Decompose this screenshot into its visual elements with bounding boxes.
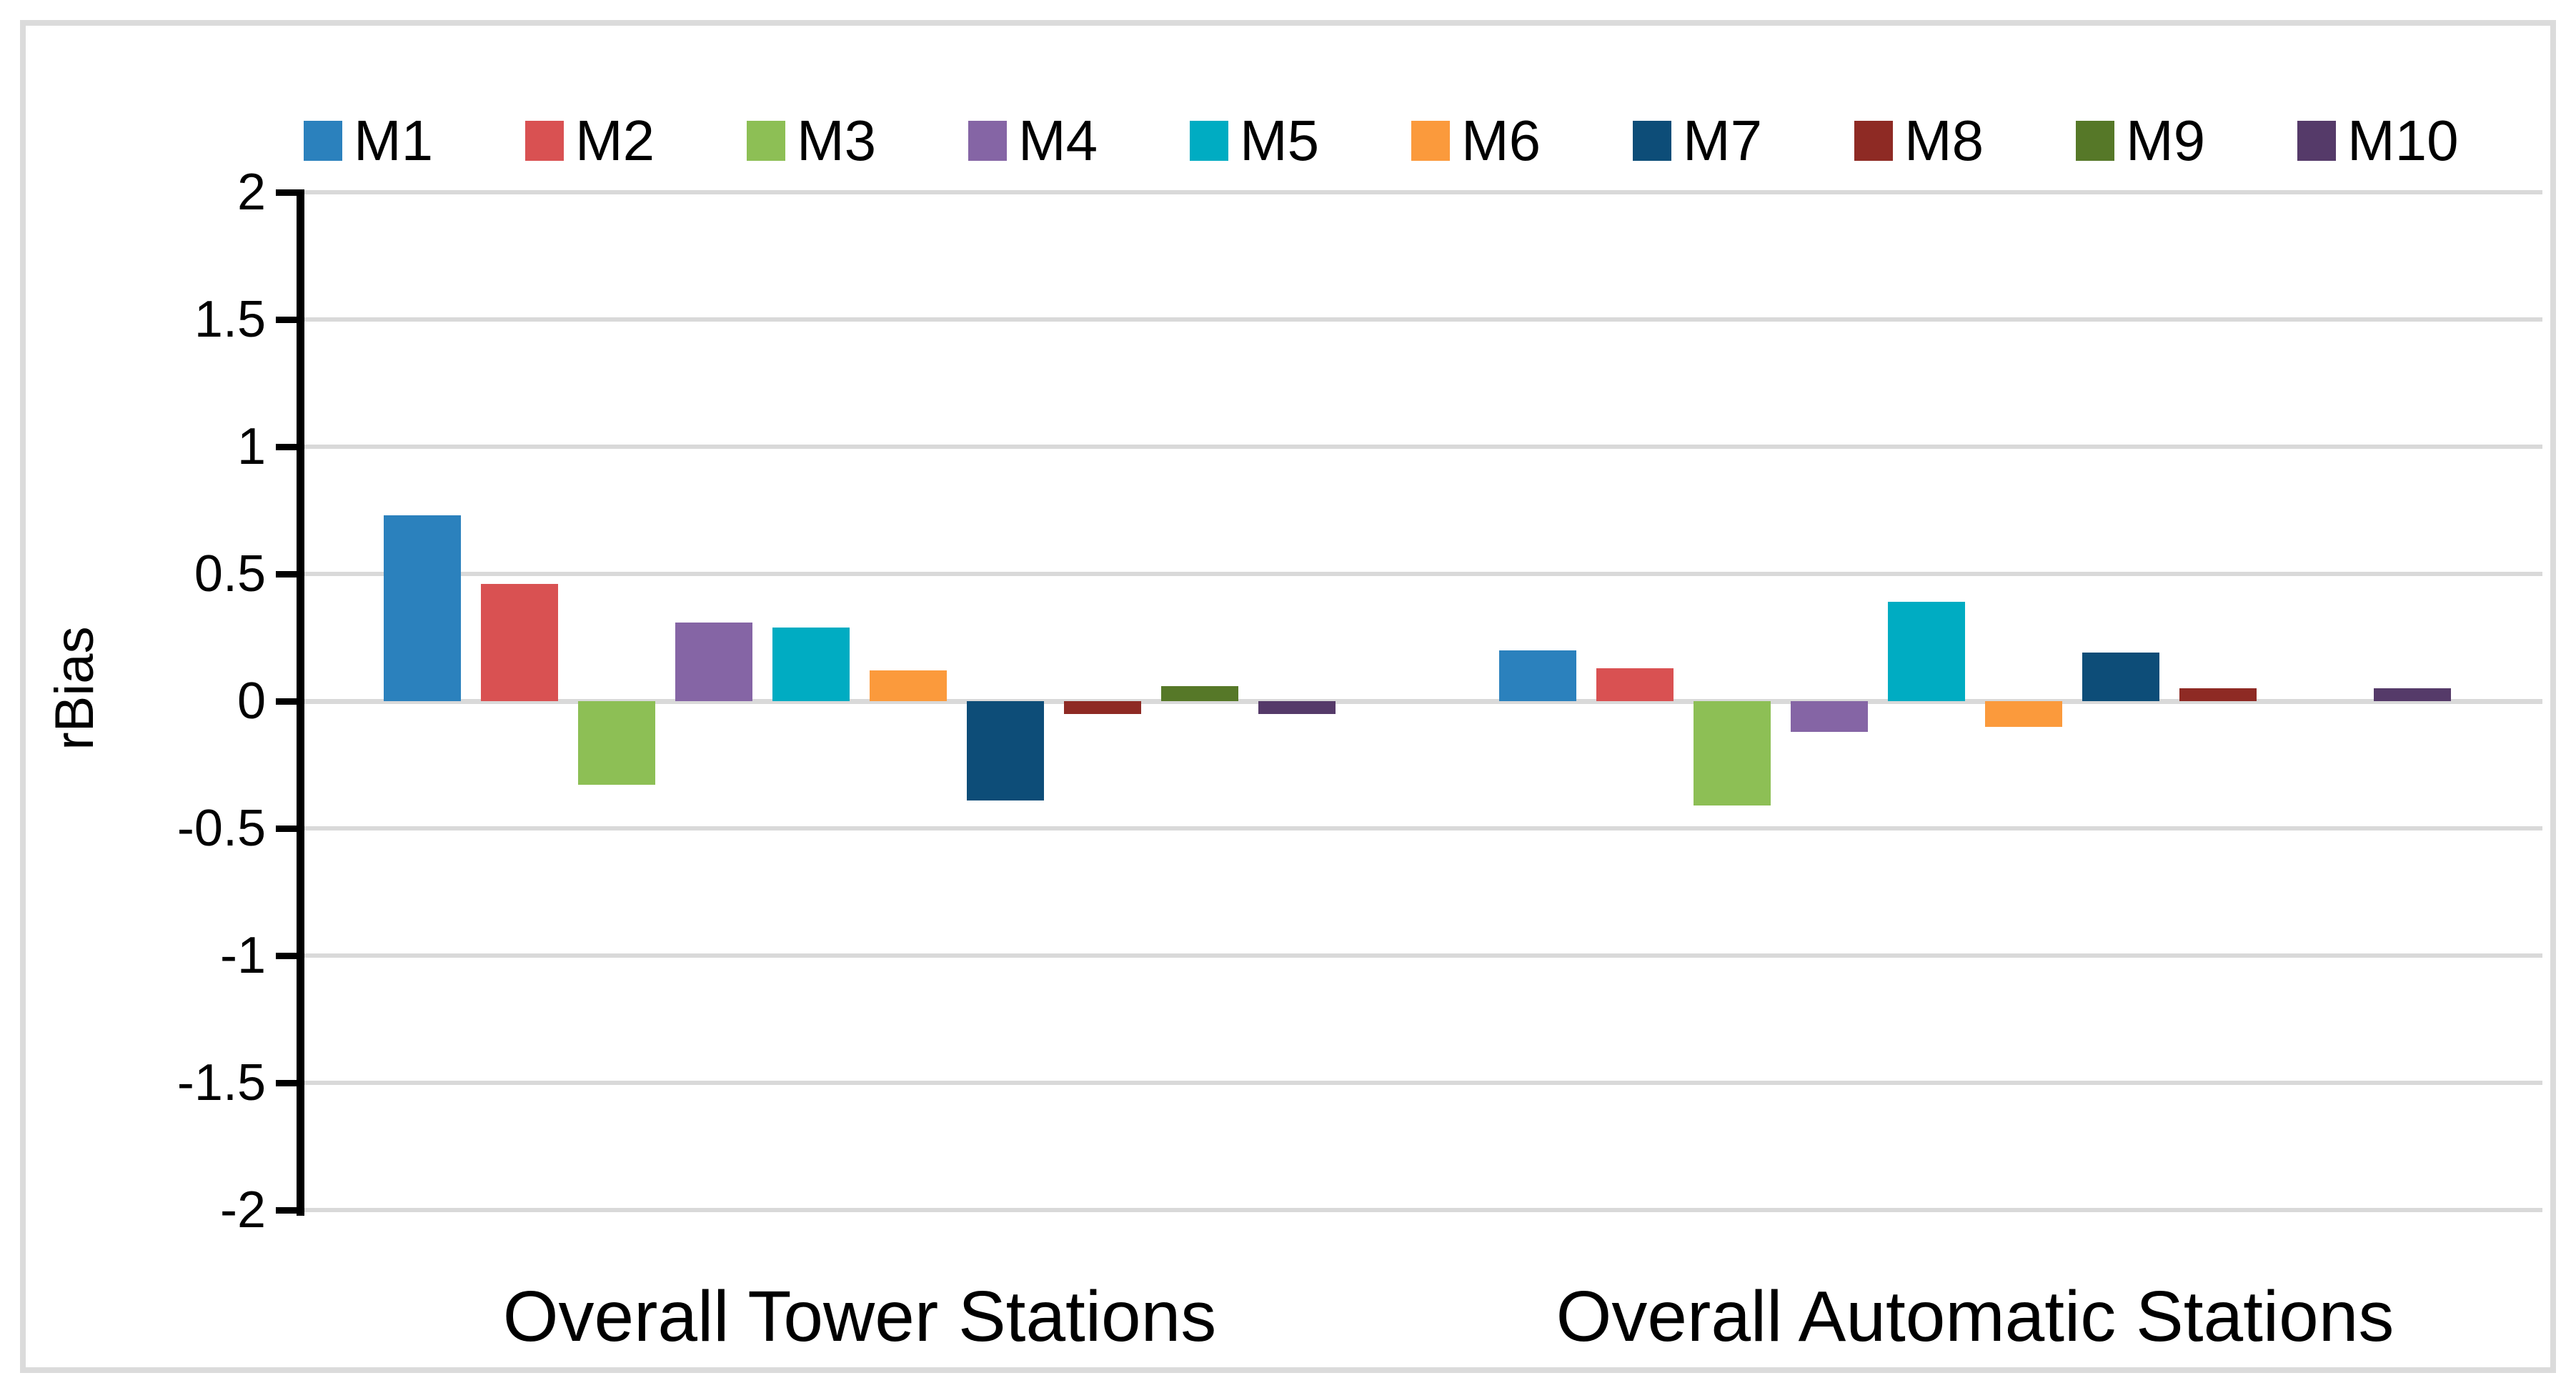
- bar-M8-group-2: [2179, 688, 2257, 701]
- y-tick-label-1.5: 1.5: [194, 291, 266, 348]
- y-tick-label-1: 1: [237, 418, 266, 475]
- gridline-y-1.5: [301, 317, 2542, 322]
- legend-item-M8: M8: [1854, 112, 1984, 169]
- legend-item-M6: M6: [1411, 112, 1541, 169]
- legend-swatch-M8: [1854, 121, 1893, 161]
- legend-item-M1: M1: [304, 112, 433, 169]
- bar-M4-group-1: [675, 622, 752, 701]
- bar-M6-group-1: [870, 670, 947, 701]
- bar-M5-group-1: [772, 627, 850, 701]
- legend-item-M7: M7: [1633, 112, 1762, 169]
- bar-M2-group-2: [1596, 668, 1674, 701]
- gridline-y--1.5: [301, 1081, 2542, 1085]
- legend-swatch-M6: [1411, 121, 1450, 161]
- gridline-y-0.5: [301, 572, 2542, 576]
- bar-M8-group-1: [1064, 701, 1141, 714]
- legend-label-M6: M6: [1461, 109, 1541, 172]
- legend-swatch-M4: [968, 121, 1007, 161]
- legend-swatch-M10: [2297, 121, 2336, 161]
- bar-M7-group-1: [967, 701, 1044, 800]
- bar-M1-group-2: [1499, 650, 1576, 701]
- y-tick-mark-0: [276, 698, 301, 705]
- legend-swatch-M7: [1633, 121, 1671, 161]
- bar-M1-group-1: [384, 515, 461, 701]
- legend-label-M10: M10: [2347, 109, 2459, 172]
- bar-M7-group-2: [2082, 653, 2159, 701]
- legend-item-M4: M4: [968, 112, 1098, 169]
- y-axis-title: rBias: [44, 626, 105, 750]
- legend-label-M2: M2: [575, 109, 655, 172]
- y-tick-label-2: 2: [237, 164, 266, 221]
- gridline-y-1: [301, 445, 2542, 449]
- legend-swatch-M2: [525, 121, 564, 161]
- y-tick-label--1: -1: [219, 927, 266, 984]
- legend-label-M1: M1: [354, 109, 434, 172]
- bar-M5-group-2: [1888, 602, 1965, 701]
- y-axis-line: [297, 189, 304, 1216]
- bar-M3-group-2: [1694, 701, 1771, 805]
- y-tick-label--0.5: -0.5: [176, 800, 266, 857]
- legend-label-M5: M5: [1240, 109, 1320, 172]
- bar-M10-group-2: [2374, 688, 2451, 701]
- gridline-y--1: [301, 953, 2542, 958]
- legend-swatch-M3: [747, 121, 785, 161]
- category-label-2: Overall Automatic Stations: [1556, 1276, 2395, 1357]
- gridline-y--0.5: [301, 826, 2542, 831]
- gridline-y-2: [301, 190, 2542, 194]
- y-tick-mark-2: [276, 189, 301, 196]
- figure-border: [20, 20, 2556, 1373]
- gridline-y-0: [301, 699, 2542, 704]
- legend-item-M5: M5: [1190, 112, 1319, 169]
- y-tick-label--2: -2: [219, 1181, 266, 1239]
- y-tick-mark-0.5: [276, 571, 301, 577]
- y-tick-mark--1.5: [276, 1080, 301, 1086]
- legend-swatch-M9: [2076, 121, 2114, 161]
- bar-M3-group-1: [578, 701, 655, 785]
- gridline-y--2: [301, 1208, 2542, 1212]
- y-tick-label-0: 0: [237, 673, 266, 730]
- bar-M10-group-1: [1258, 701, 1336, 714]
- legend-item-M3: M3: [747, 112, 876, 169]
- legend-label-M9: M9: [2126, 109, 2206, 172]
- legend-label-M3: M3: [797, 109, 877, 172]
- bar-M4-group-2: [1791, 701, 1868, 732]
- y-tick-mark-1: [276, 444, 301, 450]
- legend-item-M2: M2: [525, 112, 655, 169]
- y-tick-mark--1: [276, 953, 301, 959]
- legend-item-M9: M9: [2076, 112, 2205, 169]
- legend-swatch-M1: [304, 121, 342, 161]
- legend-label-M7: M7: [1683, 109, 1763, 172]
- legend-item-M10: M10: [2297, 112, 2459, 169]
- y-tick-label-0.5: 0.5: [194, 545, 266, 603]
- category-label-1: Overall Tower Stations: [502, 1276, 1217, 1357]
- y-tick-mark--2: [276, 1207, 301, 1214]
- y-tick-mark-1.5: [276, 317, 301, 323]
- y-tick-mark--0.5: [276, 826, 301, 832]
- legend-swatch-M5: [1190, 121, 1228, 161]
- bar-M9-group-1: [1161, 685, 1238, 701]
- legend-label-M8: M8: [1904, 109, 1984, 172]
- legend-label-M4: M4: [1018, 109, 1098, 172]
- bar-M2-group-1: [481, 584, 558, 701]
- bar-M6-group-2: [1985, 701, 2062, 727]
- y-tick-label--1.5: -1.5: [176, 1054, 266, 1111]
